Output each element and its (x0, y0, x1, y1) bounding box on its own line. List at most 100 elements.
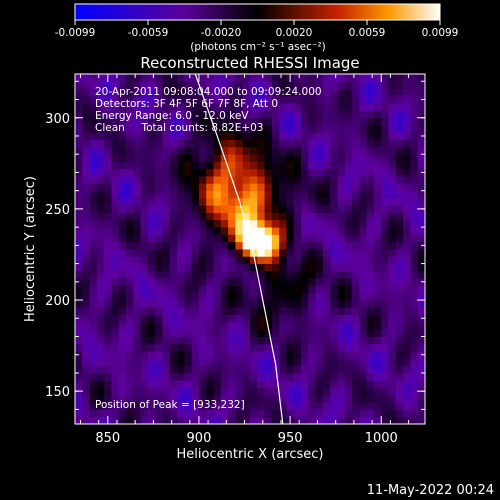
heatmap-cell (301, 241, 309, 250)
heatmap-cell (177, 125, 185, 133)
heatmap-cell (198, 409, 207, 418)
heatmap-cell (242, 278, 251, 286)
heatmap-cell (352, 343, 360, 352)
x-tick-label: 900 (187, 431, 212, 446)
heatmap-cell (359, 219, 368, 228)
heatmap-cell (344, 139, 353, 148)
heatmap-cell (330, 314, 338, 323)
heatmap-cell (279, 74, 287, 82)
heatmap-cell (133, 416, 142, 424)
heatmap-cell (220, 292, 229, 301)
heatmap-cell (322, 190, 331, 199)
heatmap-cell (228, 125, 236, 133)
heatmap-cell (344, 380, 353, 388)
heatmap-cell (315, 409, 324, 418)
heatmap-cell (373, 125, 382, 133)
heatmap-cell (177, 74, 185, 82)
heatmap-cell (271, 372, 280, 381)
heatmap-cell (388, 314, 397, 323)
heatmap-cell (286, 205, 295, 213)
heatmap-cell (228, 292, 236, 301)
heatmap-cell (322, 205, 331, 213)
heatmap-cell (126, 241, 134, 250)
heatmap-cell (198, 154, 207, 162)
heatmap-cell (75, 416, 83, 424)
heatmap-cell (104, 351, 112, 359)
heatmap-cell (322, 351, 331, 359)
heatmap-cell (395, 321, 404, 330)
heatmap-cell (344, 270, 353, 279)
heatmap-cell (140, 329, 149, 337)
heatmap-cell (206, 146, 214, 155)
heatmap-cell (395, 190, 404, 199)
heatmap-cell (315, 205, 324, 213)
heatmap-cell (96, 219, 105, 228)
heatmap-cell (155, 74, 163, 82)
heatmap-cell (395, 285, 404, 294)
heatmap-cell (235, 292, 244, 301)
heatmap-cell (308, 314, 317, 323)
heatmap-cell (140, 241, 149, 250)
heatmap-cell (410, 402, 419, 410)
heatmap-cell (89, 314, 98, 323)
heatmap-cell (184, 307, 193, 316)
heatmap-cell (184, 329, 193, 337)
heatmap-cell (344, 132, 353, 141)
heatmap-cell (257, 219, 265, 228)
heatmap-cell (242, 176, 251, 184)
heatmap-cell (220, 409, 229, 418)
heatmap-cell (133, 168, 142, 177)
heatmap-cell (417, 321, 425, 330)
heatmap-cell (140, 263, 149, 272)
heatmap-cell (140, 146, 149, 155)
heatmap-cell (82, 146, 90, 155)
heatmap-cell (242, 205, 251, 213)
heatmap-cell (118, 205, 127, 213)
heatmap-cell (104, 402, 112, 410)
heatmap-cell (140, 365, 149, 374)
heatmap-cell (82, 190, 90, 199)
heatmap-cell (388, 117, 397, 126)
heatmap-cell (330, 139, 338, 148)
info-line-energy: Energy Range: 6.0 - 12.0 keV (95, 110, 249, 122)
heatmap-cell (89, 336, 98, 345)
heatmap-cell (235, 402, 244, 410)
heatmap-cell (126, 103, 134, 111)
heatmap-cell (301, 168, 309, 177)
heatmap-cell (155, 161, 163, 170)
heatmap-cell (250, 292, 258, 301)
heatmap-cell (344, 110, 353, 119)
heatmap-cell (410, 212, 419, 221)
heatmap-cell (104, 103, 112, 111)
heatmap-cell (213, 300, 222, 308)
y-tick-label: 150 (45, 385, 70, 400)
heatmap-cell (301, 146, 309, 155)
heatmap-cell (198, 95, 207, 104)
heatmap-cell (213, 394, 222, 403)
heatmap-cell (104, 387, 112, 396)
heatmap-cell (147, 387, 156, 396)
heatmap-cell (330, 161, 338, 170)
heatmap-cell (140, 358, 149, 367)
heatmap-cell (388, 394, 397, 403)
heatmap-cell (352, 372, 360, 381)
heatmap-cell (206, 314, 214, 323)
heatmap-cell (104, 285, 112, 294)
heatmap-cell (198, 168, 207, 177)
heatmap-cell (359, 183, 368, 192)
heatmap-cell (293, 74, 302, 82)
heatmap-cell (257, 125, 265, 133)
heatmap-cell (366, 161, 375, 170)
heatmap-cell (191, 314, 200, 323)
heatmap-cell (155, 351, 163, 359)
heatmap-cell (410, 416, 419, 424)
heatmap-cell (337, 343, 346, 352)
heatmap-cell (330, 409, 338, 418)
heatmap-cell (250, 329, 258, 337)
heatmap-cell (96, 81, 105, 89)
heatmap-cell (395, 292, 404, 301)
heatmap-cell (177, 183, 185, 192)
heatmap-cell (301, 372, 309, 381)
heatmap-cell (315, 139, 324, 148)
heatmap-cell (403, 321, 411, 330)
